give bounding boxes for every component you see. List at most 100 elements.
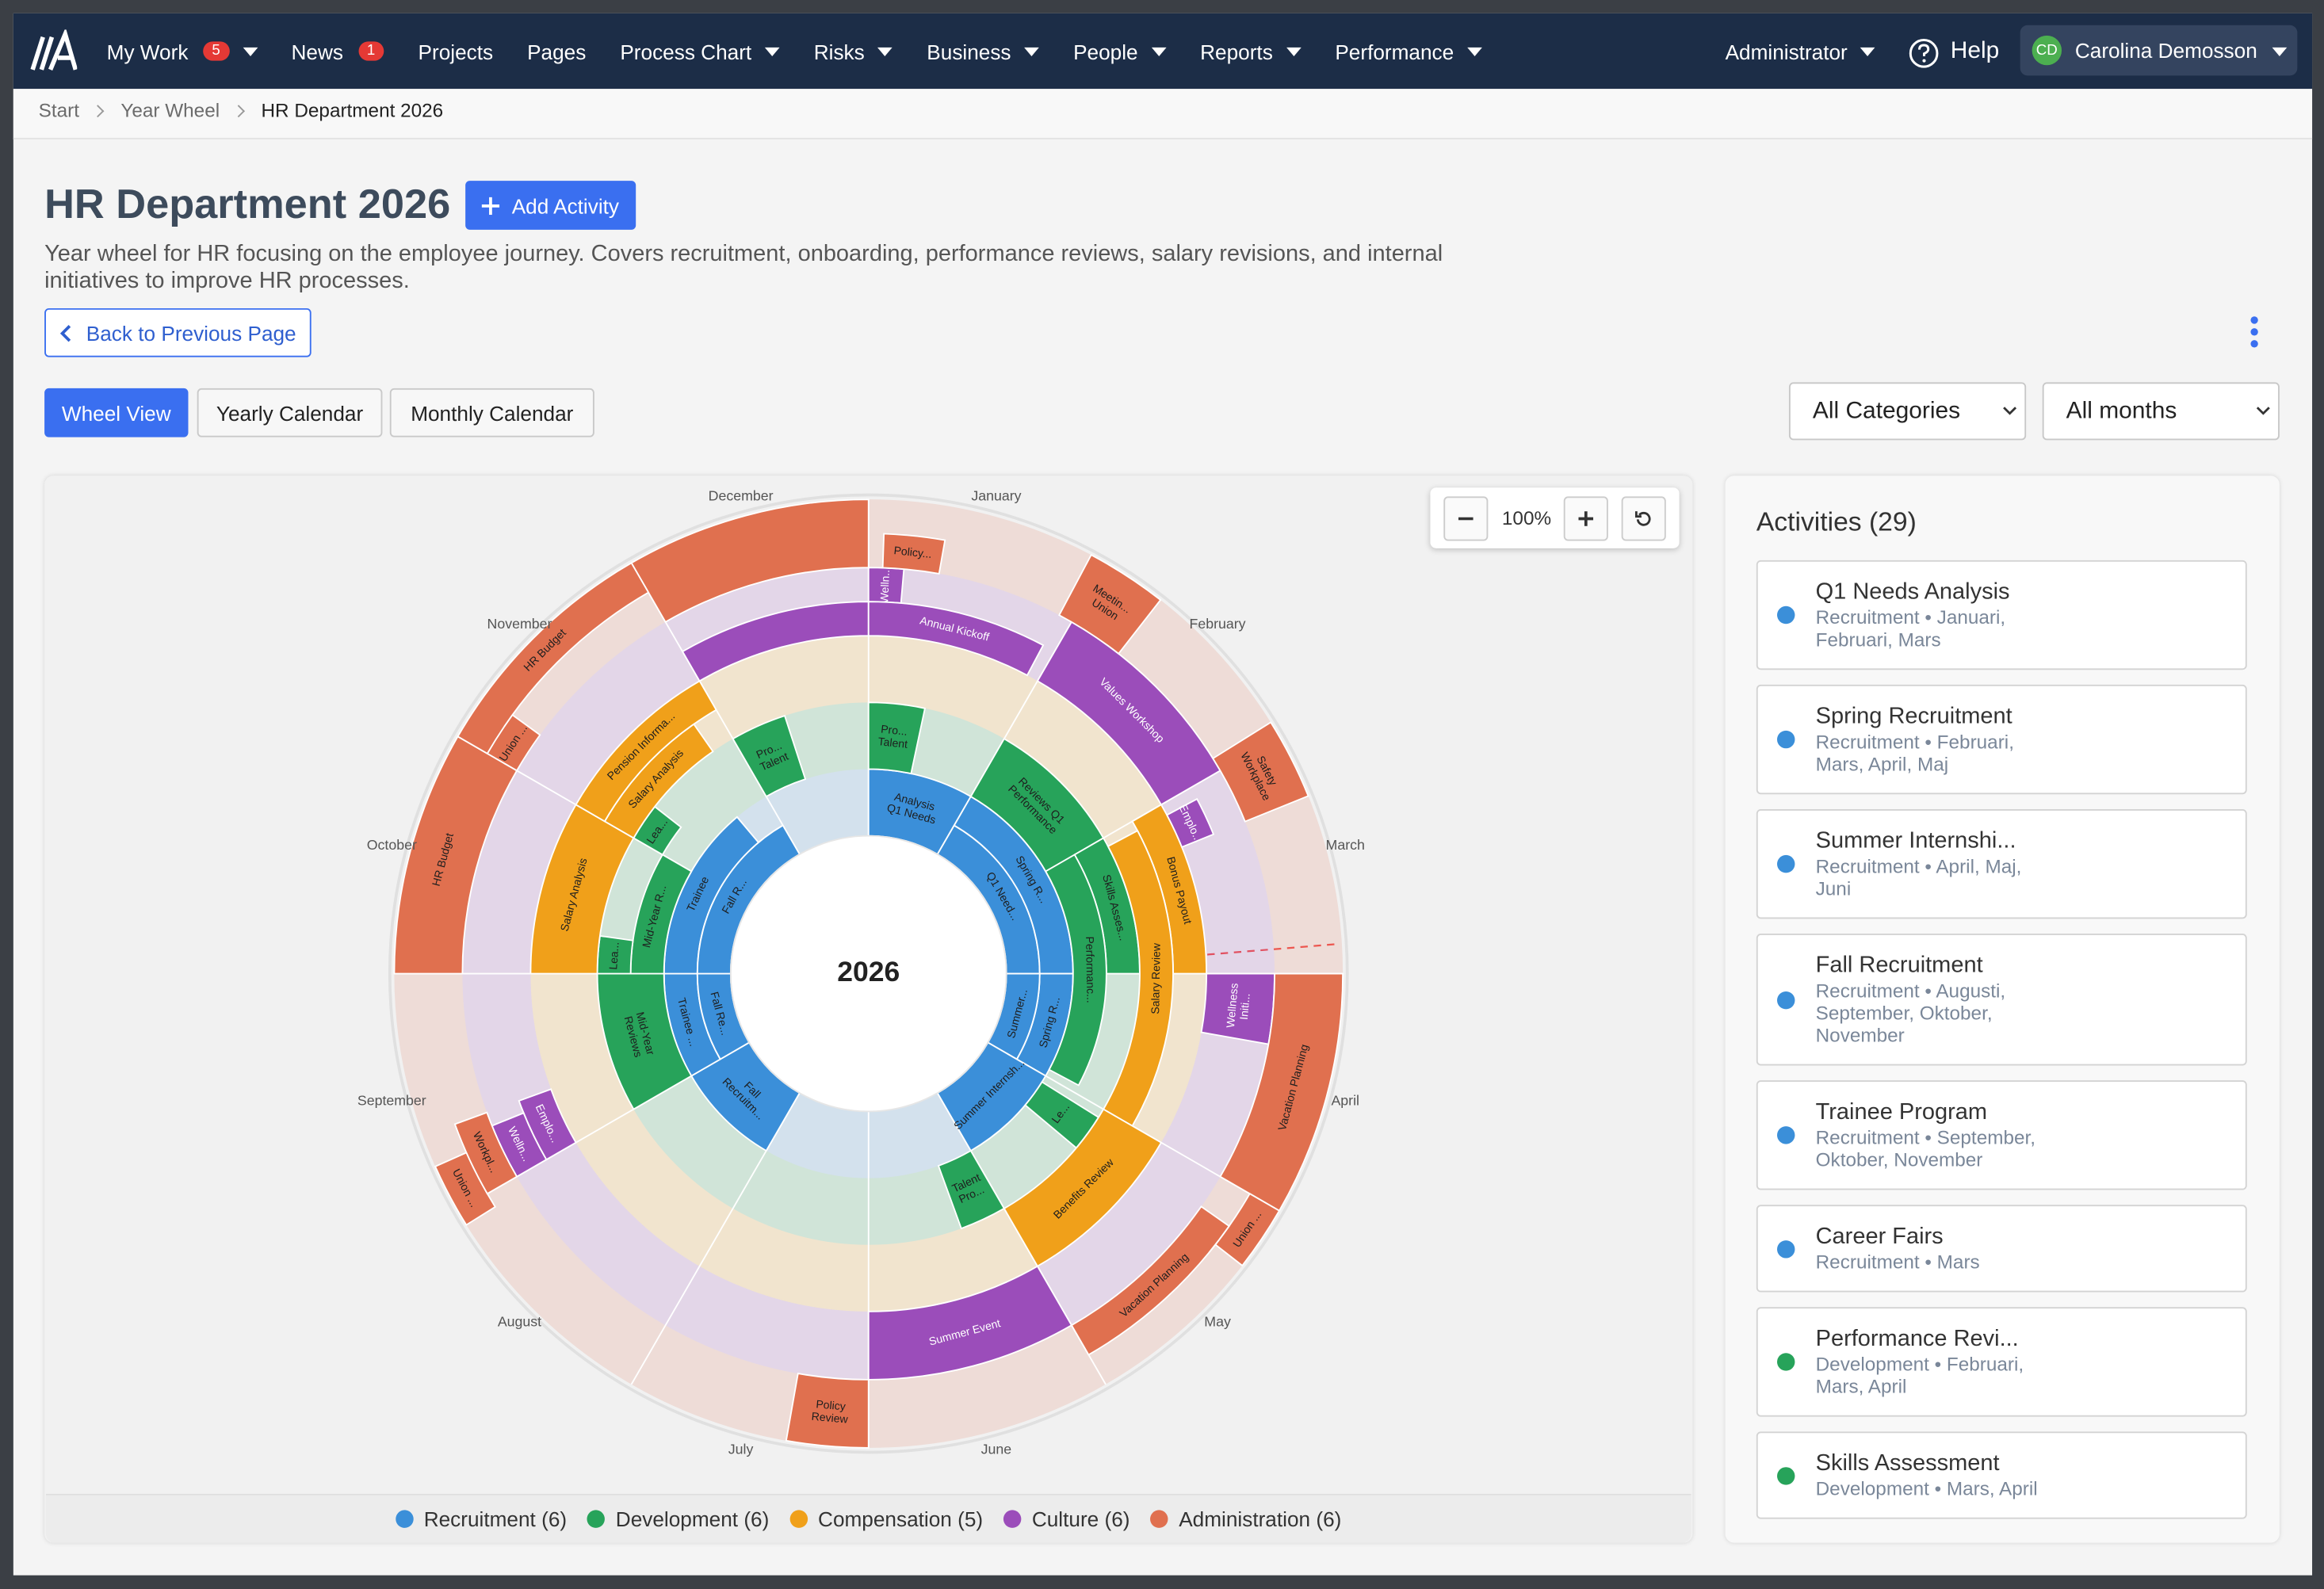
activity-name: Spring Recruitment (1815, 704, 2012, 729)
nav-item[interactable]: Projects (419, 40, 494, 63)
breadcrumb-item: HR Department 2026 (261, 99, 444, 122)
activity-segment[interactable] (1044, 854, 1107, 1087)
activity-card[interactable]: Performance Revi... Development • Februar… (1756, 1307, 2247, 1417)
legend-item[interactable]: Administration (6) (1150, 1507, 1341, 1531)
activity-segment[interactable] (1070, 1205, 1230, 1356)
category-dot (1777, 1466, 1795, 1484)
nav-item[interactable]: Risks (814, 40, 893, 63)
breadcrumb-separator (92, 104, 105, 117)
activity-name: Performance Revi... (1815, 1326, 2019, 1352)
month-label: September (357, 1092, 426, 1108)
activity-segment[interactable] (457, 562, 650, 755)
legend-dot (1150, 1510, 1169, 1528)
month-label: February (1190, 616, 1246, 632)
month-label: April (1331, 1092, 1359, 1108)
nav-label: Pages (527, 39, 587, 63)
activity-card[interactable]: Fall Recruitment Recruitment • Augusti, S… (1756, 934, 2247, 1066)
activity-segment[interactable] (867, 601, 1045, 677)
legend-item[interactable]: Recruitment (6) (396, 1507, 567, 1531)
segment-label: WellnessIniti... (1224, 983, 1253, 1029)
help-icon[interactable] (1908, 37, 1940, 70)
activity-segment[interactable] (629, 854, 693, 975)
activity-segment[interactable] (1165, 797, 1215, 849)
logo[interactable] (29, 29, 78, 74)
zoom-in-button[interactable] (1563, 496, 1608, 541)
activity-card[interactable]: Trainee Program Recruitment • September, … (1756, 1080, 2247, 1190)
legend-item[interactable]: Culture (6) (1003, 1507, 1130, 1531)
month-label: May (1204, 1314, 1231, 1330)
breadcrumb-item[interactable]: Year Wheel (120, 99, 220, 122)
nav-item[interactable]: People (1073, 40, 1167, 63)
month-label: July (728, 1442, 754, 1457)
breadcrumb: Start Year Wheel HR Department 2026 (39, 99, 444, 121)
month-label: June (981, 1442, 1012, 1457)
activity-segment[interactable] (1214, 1192, 1281, 1267)
nav-item[interactable]: Process Chart (620, 40, 780, 63)
activity-segment[interactable] (1211, 721, 1309, 823)
view-tab[interactable]: Yearly Calendar (197, 388, 383, 437)
nav-badge: 1 (357, 41, 384, 61)
chevron-path (2003, 407, 2017, 415)
segment-label: Pro...Talent (877, 722, 910, 751)
legend-item[interactable]: Compensation (5) (789, 1507, 983, 1531)
back-button[interactable]: Back to Previous Page (44, 307, 312, 357)
dropdown-caret (877, 46, 893, 56)
activity-segment[interactable] (603, 723, 714, 839)
nav-item[interactable]: My Work 5 (107, 40, 258, 63)
breadcrumb-separator (232, 104, 246, 117)
reset-zoom-button[interactable] (1621, 496, 1666, 541)
wheel-legend: Recruitment (6) Development (6) Compensati… (45, 1493, 1691, 1543)
wheel-year: 2026 (837, 956, 900, 987)
segment-label: Salary Review (1149, 942, 1163, 1014)
admin-menu[interactable]: Administrator (1726, 40, 1876, 63)
segment-label-line: Talent (877, 735, 908, 751)
filter-select[interactable]: All months (2042, 382, 2280, 441)
activity-detail: Recruitment • September, Oktober, Novemb… (1815, 1126, 2036, 1171)
activity-card[interactable]: Spring Recruitment Recruitment • Februari… (1756, 684, 2247, 795)
activity-segment[interactable] (785, 1373, 870, 1449)
activity-card[interactable]: Skills Assessment Development • Mars, Apr… (1756, 1431, 2247, 1519)
category-dot (1777, 991, 1795, 1009)
activity-name: Fall Recruitment (1815, 953, 1983, 979)
segment-label-line: Policy... (893, 544, 932, 560)
segment-label-line: Policy (816, 1397, 847, 1412)
activity-segment[interactable] (937, 1149, 1006, 1230)
activity-card[interactable]: Career Fairs Recruitment • Mars (1756, 1205, 2247, 1293)
nav-item[interactable]: Business (927, 39, 1040, 63)
nav-badge: 5 (203, 41, 229, 61)
segment-label: Mid-YearReviews (622, 1010, 658, 1060)
activity-segment[interactable] (1058, 553, 1162, 655)
nav-item[interactable]: Performance (1335, 40, 1482, 63)
filter-select[interactable]: All Categories (1788, 382, 2027, 441)
breadcrumb-item[interactable]: Start (38, 99, 79, 122)
segment-label: Welln... (877, 567, 892, 604)
activity-card[interactable]: Summer Internshi... Recruitment • April, … (1756, 808, 2247, 919)
activity-card[interactable]: Q1 Needs Analysis Recruitment • Januari, … (1756, 560, 2247, 670)
view-tab[interactable]: Wheel View (44, 388, 189, 437)
legend-item[interactable]: Development (6) (587, 1507, 769, 1531)
activity-segment[interactable] (434, 1152, 497, 1226)
activity-segment[interactable] (453, 1111, 518, 1195)
activities-panel: Activities (29) Q1 Needs Analysis Recruit… (1725, 476, 2280, 1543)
more-menu[interactable] (2246, 314, 2263, 353)
activity-segment[interactable] (881, 533, 946, 575)
help-label[interactable]: Help (1950, 38, 2000, 64)
nav-item[interactable]: Reports (1200, 40, 1302, 63)
segment-label: TalentPro... (950, 1171, 987, 1206)
segment-label-line: Pro... (881, 722, 908, 737)
nav-label: Business (927, 39, 1011, 63)
month-label: October (367, 837, 417, 853)
view-tab[interactable]: Monthly Calendar (389, 388, 594, 437)
user-menu[interactable] (2020, 25, 2298, 76)
activity-segment[interactable] (732, 714, 807, 798)
nav-item[interactable]: Pages (527, 40, 586, 63)
nav-item[interactable]: News 1 (291, 40, 384, 63)
activity-segment[interactable] (867, 701, 927, 775)
zoom-out-button[interactable] (1443, 496, 1489, 541)
user-name: Carolina Demosson (2074, 38, 2257, 63)
add-activity-button[interactable]: Add Activity (465, 181, 636, 230)
activity-name: Career Fairs (1815, 1224, 1944, 1250)
legend-dot (587, 1510, 606, 1528)
activity-segment[interactable] (1003, 1108, 1163, 1268)
